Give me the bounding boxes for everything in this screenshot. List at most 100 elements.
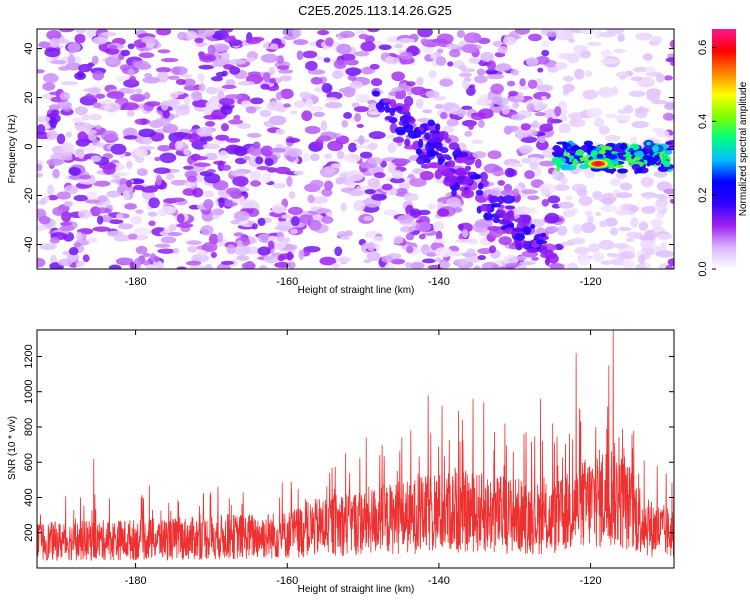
spectrogram-cell — [532, 120, 539, 130]
spectrogram-cell — [653, 170, 668, 178]
spectrogram-cell — [134, 118, 151, 125]
spectrogram-cell — [629, 205, 640, 213]
spectrogram-cell — [604, 134, 621, 142]
spectrogram-cell — [58, 29, 75, 33]
spectrogram-cell — [656, 211, 665, 219]
spectrogram-cell — [419, 170, 434, 181]
spectrogram-cell — [367, 177, 381, 188]
spectrogram-cell — [75, 260, 85, 268]
snr-x-tick-label: -140 — [428, 575, 450, 587]
spectrogram-cell — [610, 227, 619, 236]
spectrogram-streak-cell — [538, 235, 550, 241]
spectrogram-cell — [536, 227, 546, 234]
spectrogram-band-cell — [646, 142, 651, 146]
spectrogram-cell — [449, 49, 461, 58]
spectrogram-cell — [37, 163, 43, 172]
spectrogram-cell — [116, 257, 134, 264]
spectrogram-cell — [430, 53, 437, 60]
spectrogram-cell — [274, 225, 292, 231]
spectrogram-cell — [51, 109, 60, 116]
spectrogram-cell — [657, 233, 673, 240]
spectrogram-cell — [360, 41, 376, 52]
spectrogram-cell — [446, 118, 459, 127]
spectrogram-cell — [101, 31, 117, 37]
spectrogram-cell — [237, 123, 251, 129]
spectrogram-cell — [435, 257, 442, 263]
spectrogram-cell — [68, 174, 84, 180]
spectrogram-cell — [492, 170, 506, 176]
spectrogram-cell — [92, 36, 108, 45]
spectrogram-cell — [541, 198, 550, 207]
spectrogram-cell — [218, 150, 229, 160]
spectrogram-cell — [211, 76, 224, 82]
spectrogram-cell — [200, 224, 214, 236]
spectrogram-y-tick-label: -40 — [23, 237, 35, 253]
spectrogram-cell — [135, 209, 144, 214]
spectrogram-cell — [203, 173, 221, 184]
spectrogram-cell — [468, 57, 481, 64]
spectrogram-cell — [110, 143, 127, 155]
spectrogram-cell — [399, 51, 414, 60]
spectrogram-cell — [519, 78, 526, 87]
spectrogram-streak-cell — [389, 99, 397, 108]
spectrogram-cell — [74, 106, 88, 116]
spectrogram-cell — [562, 209, 576, 218]
spectrogram-streak-cell — [437, 156, 444, 166]
spectrogram-cell — [546, 31, 557, 38]
spectrogram-cell — [545, 225, 559, 233]
spectrogram-band-cell — [586, 145, 595, 150]
spectrogram-cell — [600, 205, 618, 213]
spectrogram-cell — [655, 129, 670, 138]
spectrogram-cell — [387, 142, 397, 154]
spectrogram-cell — [558, 201, 574, 209]
spectrogram-cell — [343, 112, 353, 119]
spectrogram-cell — [381, 183, 393, 191]
spectrogram-cell — [127, 43, 135, 50]
spectrogram-cell — [540, 95, 548, 101]
spectrogram-cell — [567, 262, 579, 269]
spectrogram-streak-cell — [495, 209, 506, 217]
spectrogram-cell — [264, 158, 274, 167]
spectrogram-cell — [142, 136, 153, 145]
spectrogram-cell — [604, 217, 618, 227]
spectrogram-cell — [78, 178, 97, 185]
spectrogram-cell — [122, 127, 138, 139]
spectrogram-cell — [148, 197, 160, 209]
spectrogram-cell — [124, 203, 137, 210]
spectrogram-cell — [217, 90, 225, 100]
spectrogram-band-cell — [611, 151, 616, 155]
spectrogram-cell — [527, 79, 538, 89]
spectrogram-cell — [106, 91, 125, 99]
spectrogram-cell — [73, 242, 81, 248]
spectrogram-cell — [471, 139, 484, 145]
spectrogram-cell — [274, 261, 291, 268]
spectrogram-cell — [474, 75, 488, 84]
spectrogram-cell — [340, 202, 347, 212]
spectrogram-cell — [309, 179, 324, 189]
spectrogram-cell — [49, 237, 60, 244]
spectrogram-cell — [541, 185, 550, 197]
spectrogram-cell — [194, 42, 209, 47]
spectrogram-streak-cell — [491, 202, 502, 208]
spectrogram-cell — [368, 131, 386, 140]
spectrogram-cell — [37, 172, 44, 178]
spectrogram-cell — [363, 259, 372, 264]
spectrogram-cell — [417, 209, 431, 216]
spectrogram-cell — [594, 117, 604, 128]
spectrogram-cell — [59, 225, 75, 232]
spectrogram-streak-cell — [530, 224, 536, 229]
spectrogram-cell — [145, 264, 160, 269]
spectrogram-cell — [223, 64, 235, 70]
spectrogram-cell — [359, 67, 376, 75]
spectrogram-cell — [646, 93, 657, 98]
spectrogram-cell — [316, 56, 324, 61]
spectrogram-cell — [109, 219, 124, 225]
spectrogram-cell — [479, 171, 488, 182]
spectrogram-streak-cell — [394, 126, 407, 134]
spectrogram-cell — [60, 81, 78, 86]
spectrogram-cell — [456, 107, 467, 118]
spectrogram-band-cell — [601, 145, 613, 152]
spectrogram-cell — [105, 47, 120, 55]
spectrogram-cell — [298, 249, 305, 260]
spectrogram-cell — [519, 144, 534, 154]
